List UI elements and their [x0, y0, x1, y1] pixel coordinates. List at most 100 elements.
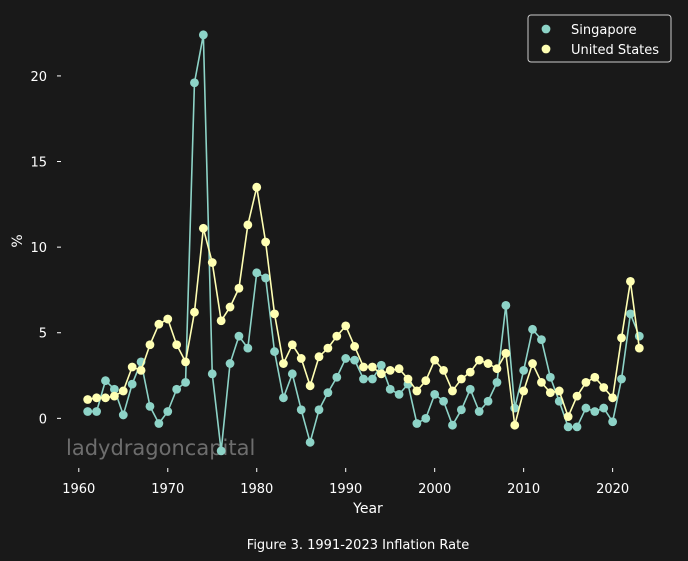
x-axis-label: Year — [352, 501, 383, 517]
data-point — [448, 386, 457, 396]
data-point — [581, 377, 591, 387]
data-point — [92, 407, 101, 416]
data-point — [545, 372, 555, 382]
data-point — [136, 366, 146, 375]
data-point — [109, 384, 119, 394]
data-point — [359, 362, 368, 372]
data-point — [127, 362, 137, 372]
y-axis-label: % — [10, 234, 26, 247]
data-point — [465, 384, 475, 394]
data-point — [563, 412, 573, 422]
data-point — [626, 309, 635, 319]
data-point — [207, 258, 217, 267]
data-point — [563, 422, 573, 432]
x-tick-label: 2010 — [507, 482, 540, 497]
data-point — [359, 374, 368, 384]
data-point — [270, 347, 279, 356]
data-point — [465, 367, 475, 377]
data-point — [341, 321, 351, 331]
data-point — [314, 405, 324, 415]
data-point — [634, 331, 644, 341]
data-point — [492, 364, 502, 374]
data-point — [225, 302, 235, 312]
data-point — [296, 354, 306, 363]
legend-marker — [541, 24, 551, 34]
data-point — [225, 359, 235, 368]
data-point — [270, 309, 279, 319]
y-tick-label: 15 — [30, 156, 47, 171]
data-point — [501, 300, 511, 310]
data-point — [127, 379, 137, 389]
data-point — [581, 403, 591, 413]
data-point — [172, 384, 182, 394]
data-point — [163, 407, 173, 416]
data-point — [430, 355, 440, 365]
data-point — [554, 386, 564, 396]
data-point — [234, 283, 244, 293]
data-point — [626, 276, 635, 286]
data-point — [154, 319, 164, 329]
data-point — [323, 388, 333, 398]
series-layer — [83, 30, 644, 456]
data-point — [448, 420, 457, 430]
x-tick-label: 2000 — [418, 482, 451, 497]
data-point — [376, 369, 386, 379]
data-point — [474, 407, 484, 416]
data-point — [501, 348, 511, 358]
data-point — [287, 369, 297, 379]
data-point — [385, 366, 395, 375]
data-point — [421, 413, 431, 423]
legend-box — [527, 14, 672, 63]
data-point — [456, 405, 466, 415]
x-tick-label: 1970 — [151, 482, 184, 497]
data-point — [181, 377, 190, 387]
data-point — [216, 446, 226, 456]
data-point — [483, 359, 493, 368]
x-tick-label: 1990 — [329, 482, 362, 497]
x-axis: 1960 1970 1980 1990 2000 2010 2020 — [62, 468, 629, 497]
data-point — [528, 359, 537, 368]
data-point — [118, 386, 128, 396]
data-point — [385, 384, 395, 394]
data-point — [101, 393, 110, 403]
data-point — [608, 393, 618, 403]
legend: Singapore United States — [527, 14, 672, 63]
data-point — [198, 223, 208, 233]
data-point — [590, 407, 600, 416]
data-point — [287, 340, 297, 350]
data-point — [198, 30, 208, 40]
data-point — [305, 381, 315, 391]
data-point — [367, 374, 377, 384]
data-point — [519, 386, 529, 396]
data-point — [617, 333, 626, 343]
data-point — [376, 360, 386, 370]
data-point — [412, 419, 422, 428]
data-point — [83, 395, 93, 404]
data-point — [109, 391, 119, 401]
data-point — [572, 391, 582, 401]
legend-label: United States — [571, 43, 659, 58]
data-point — [341, 354, 351, 363]
data-point — [92, 393, 101, 403]
data-point — [483, 396, 493, 406]
data-point — [599, 403, 609, 413]
data-point — [243, 343, 253, 353]
data-point — [510, 420, 520, 430]
data-point — [216, 316, 226, 326]
data-point — [163, 314, 173, 324]
data-point — [279, 359, 288, 368]
data-point — [279, 393, 288, 403]
data-point — [332, 372, 342, 382]
legend-marker — [541, 44, 551, 54]
data-point — [323, 343, 333, 353]
data-point — [439, 396, 448, 406]
data-point — [608, 417, 618, 427]
data-point — [172, 340, 182, 350]
data-point — [537, 335, 546, 344]
data-point — [181, 357, 190, 367]
data-point — [394, 364, 404, 374]
data-point — [190, 78, 199, 88]
data-point — [252, 182, 262, 192]
data-point — [261, 273, 271, 283]
